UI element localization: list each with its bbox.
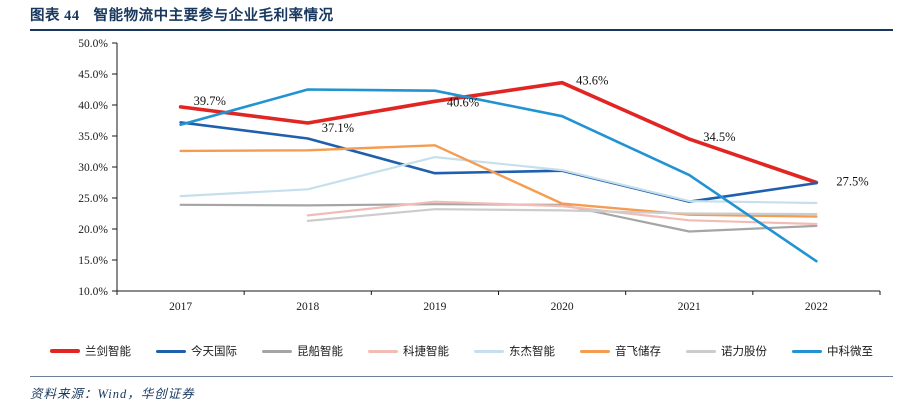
data-label: 39.7% [194,94,226,108]
legend-item: 诺力股份 [686,343,767,359]
y-tick-label: 35.0% [78,131,108,143]
y-tick-label: 45.0% [78,69,108,81]
legend-label: 诺力股份 [721,346,767,358]
series-line [306,200,818,226]
legend-item: 东杰智能 [474,343,555,359]
legend-swatch [156,349,186,353]
title-underline [30,29,893,31]
legend-item: 兰剑智能 [50,343,131,359]
data-label: 37.1% [322,121,354,135]
data-label: 34.5% [703,130,735,144]
series-line [178,80,819,185]
x-tick-label: 2018 [296,301,319,313]
chart-header: 图表 44 智能物流中主要参与企业毛利率情况 [30,4,893,31]
legend-label: 昆船智能 [297,346,343,358]
x-tick-label: 2019 [423,301,446,313]
legend-label: 兰剑智能 [85,346,131,358]
x-tick-label: 2022 [805,301,828,313]
series-line [179,156,818,205]
legend-label: 今天国际 [191,346,237,358]
y-tick-label: 25.0% [78,193,108,205]
y-tick-label: 30.0% [78,162,108,174]
series-line [179,88,818,263]
legend-swatch [792,349,822,353]
chart-legend: 兰剑智能 今天国际 昆船智能 科捷智能 东杰智能 音飞储存 诺力股份 中科微至 [30,340,893,362]
legend-swatch [368,349,398,353]
legend-label: 中科微至 [827,346,873,358]
legend-item: 音飞储存 [580,343,661,359]
series-line [179,203,818,233]
data-label: 40.6% [447,95,479,109]
x-tick-label: 2021 [678,301,701,313]
legend-label: 东杰智能 [509,346,555,358]
legend-swatch [580,349,610,353]
line-chart-svg: 10.0% 15.0% 20.0% 25.0% 30.0% 35.0% 40.0% 45.0%… [78,38,881,313]
legend-label: 音飞储存 [615,346,661,358]
series-line [179,121,818,203]
y-tick-label: 40.0% [78,100,108,112]
data-label: 27.5% [836,175,868,189]
y-tick-label: 15.0% [78,255,108,267]
legend-swatch [50,349,80,353]
y-tick-label: 10.0% [78,286,108,298]
legend-label: 科捷智能 [403,346,449,358]
y-tick-label: 50.0% [78,38,108,50]
source-note: 资料来源：Wind，华创证券 [30,387,195,401]
chart-area: 10.0% 15.0% 20.0% 25.0% 30.0% 35.0% 40.0% 45.0%… [0,30,923,330]
legend-item: 昆船智能 [262,343,343,359]
data-label: 43.6% [576,74,608,88]
legend-swatch [262,349,292,353]
series-line [306,208,818,222]
page-title: 智能物流中主要参与企业毛利率情况 [93,8,334,24]
legend-item: 科捷智能 [368,343,449,359]
legend-swatch [474,349,504,353]
legend-swatch [686,349,716,353]
legend-item: 今天国际 [156,343,237,359]
footer-divider [30,376,893,377]
figure-label: 图表 44 [30,8,80,24]
x-tick-label: 2017 [169,301,192,313]
x-tick-label: 2020 [551,301,574,313]
y-tick-label: 20.0% [78,224,108,236]
series-line [179,144,818,218]
chart-title-row: 图表 44 智能物流中主要参与企业毛利率情况 [30,4,893,25]
legend-item: 中科微至 [792,343,873,359]
